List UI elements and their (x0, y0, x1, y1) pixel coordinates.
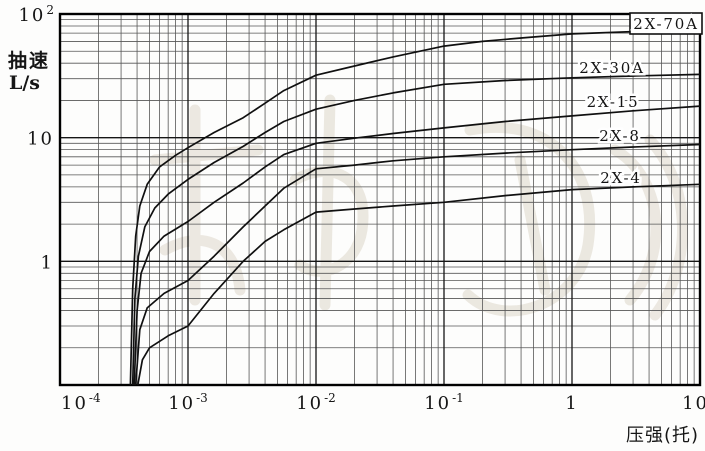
x-tick-label: 10-1 (424, 391, 464, 414)
x-tick-label: 1 (565, 393, 578, 414)
y-tick-labels: 102 10 1 (18, 3, 54, 273)
watermark-stroke (609, 134, 688, 321)
grid-minor (60, 14, 700, 385)
curve-label-2x-15: 2X-15 (587, 93, 640, 111)
x-tick-labels: 10-4 10-3 10-2 10-1 1 10 (61, 391, 705, 414)
x-tick-label: 10-3 (168, 391, 208, 414)
y-tick-label: 10 (27, 129, 54, 150)
curve-2x-4 (136, 183, 701, 386)
curve-2x-8 (134, 143, 701, 386)
y-tick-label: 102 (18, 3, 54, 26)
x-axis-title: 压强(托) (625, 425, 699, 446)
x-tick-label: 10-2 (296, 391, 336, 414)
curve-label-2x-8: 2X-8 (599, 127, 641, 145)
x-tick-label: 10 (682, 393, 705, 414)
curve-labels: 2X-70A 2X-30A 2X-15 2X-8 2X-4 (577, 12, 703, 190)
y-axis-title-line1: 抽速 (8, 50, 51, 72)
curve-2x-70a (129, 29, 701, 386)
curve-label-box-2x-70a (629, 12, 703, 35)
curve-label-2x-70a: 2X-70A (633, 15, 698, 33)
x-tick-label: 10-4 (61, 391, 101, 414)
curve-label-2x-4: 2X-4 (600, 169, 642, 187)
plot-border (58, 12, 702, 387)
y-axis-title-line2: L/s (9, 72, 40, 94)
curve-label-2x-30a: 2X-30A (579, 59, 644, 77)
y-tick-label: 1 (41, 252, 54, 273)
curve-2x-15 (133, 105, 701, 386)
curves (129, 29, 701, 386)
curve-2x-30a (131, 73, 701, 386)
